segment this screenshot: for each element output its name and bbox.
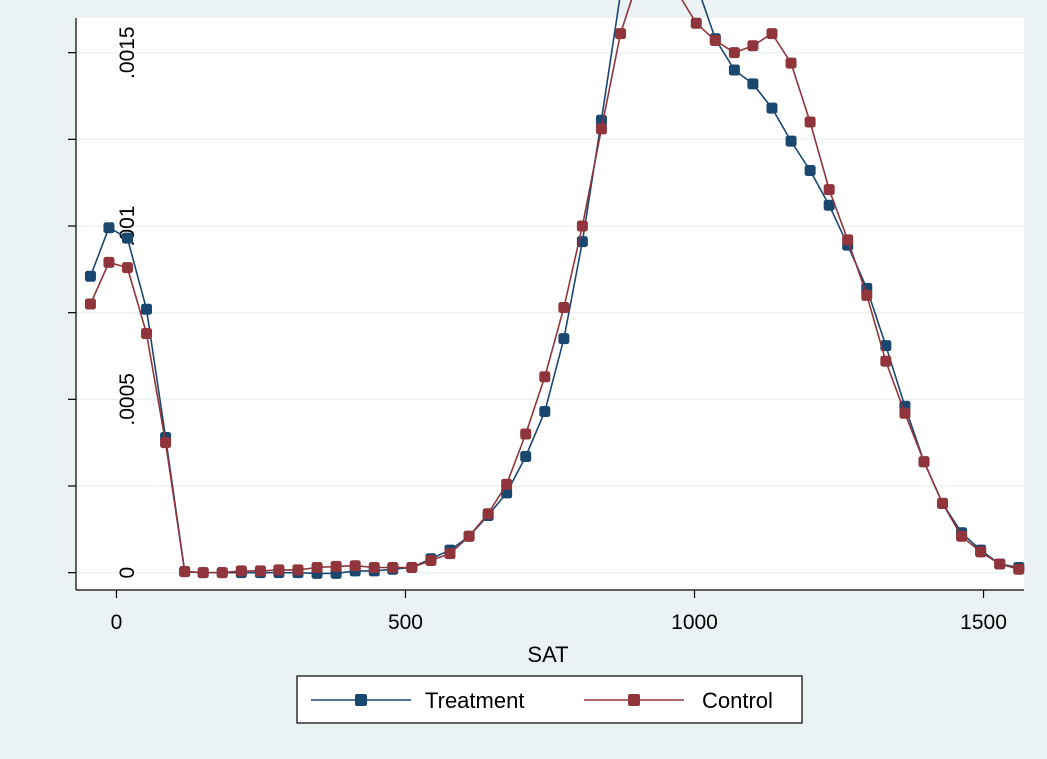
x-axis-ticks: 0 500 1000 1500 — [111, 590, 1007, 634]
data-point — [880, 340, 892, 352]
data-point — [84, 270, 96, 282]
data-point — [273, 564, 285, 576]
data-point — [387, 561, 399, 573]
data-point — [558, 333, 570, 345]
data-point — [728, 47, 740, 59]
data-point — [804, 116, 816, 128]
data-point — [311, 561, 323, 573]
legend-marker-treatment — [355, 694, 367, 706]
data-point — [482, 508, 494, 520]
data-point — [539, 371, 551, 383]
data-point — [861, 289, 873, 301]
data-point — [899, 407, 911, 419]
series — [84, 0, 1025, 579]
data-point — [141, 303, 153, 315]
data-point — [880, 355, 892, 367]
data-point — [84, 298, 96, 310]
data-point — [785, 135, 797, 147]
data-point — [994, 558, 1006, 570]
data-point — [444, 548, 456, 560]
data-point — [406, 561, 418, 573]
data-point — [918, 456, 930, 468]
data-point — [121, 232, 133, 244]
data-point — [936, 497, 948, 509]
data-point — [121, 262, 133, 274]
data-point — [141, 327, 153, 339]
data-point — [160, 437, 172, 449]
data-point — [558, 301, 570, 313]
y-tick-label: 0 — [116, 567, 139, 579]
legend-label-treatment: Treatment — [425, 688, 524, 713]
data-point — [576, 220, 588, 232]
y-axis-ticks: 0 .0005 .001 .0015 — [68, 26, 139, 579]
data-point — [956, 530, 968, 542]
data-point — [501, 487, 513, 499]
x-tick-label: 0 — [111, 611, 123, 634]
data-point — [349, 560, 361, 572]
data-point — [747, 40, 759, 52]
y-tick-label: .0005 — [116, 373, 139, 426]
data-point — [539, 405, 551, 417]
data-point — [804, 165, 816, 177]
data-point — [103, 222, 115, 234]
grid-lines — [76, 51, 1024, 574]
data-point — [501, 478, 513, 490]
plot-area — [76, 18, 1024, 590]
x-tick-label: 500 — [388, 611, 423, 634]
y-tick-label: .001 — [116, 206, 139, 247]
data-point — [254, 565, 266, 577]
data-point — [766, 28, 778, 40]
data-point — [1013, 563, 1025, 575]
legend: Treatment Control — [296, 675, 803, 724]
data-point — [975, 546, 987, 558]
data-point — [842, 234, 854, 246]
data-point — [520, 428, 532, 440]
data-point — [747, 78, 759, 90]
data-point — [235, 565, 247, 577]
data-point — [216, 567, 228, 579]
data-point — [330, 560, 342, 572]
data-point — [368, 561, 380, 573]
series-control — [84, 0, 1025, 579]
data-point — [292, 564, 304, 576]
data-point — [595, 123, 607, 135]
data-point — [823, 199, 835, 211]
data-point — [520, 451, 532, 463]
data-point — [103, 256, 115, 268]
data-point — [179, 566, 191, 578]
data-point — [425, 555, 437, 567]
data-point — [615, 28, 627, 40]
data-point — [823, 184, 835, 196]
x-axis-title: SAT — [527, 642, 568, 667]
data-point — [728, 64, 740, 76]
data-point — [197, 567, 209, 579]
x-tick-label: 1000 — [671, 611, 718, 634]
legend-marker-control — [628, 694, 640, 706]
data-point — [690, 17, 702, 29]
data-point — [785, 57, 797, 69]
data-point — [463, 530, 475, 542]
y-tick-label: .0015 — [116, 26, 139, 79]
legend-label-control: Control — [702, 688, 773, 713]
x-tick-label: 1500 — [960, 611, 1007, 634]
data-point — [766, 102, 778, 114]
data-point — [709, 35, 721, 47]
